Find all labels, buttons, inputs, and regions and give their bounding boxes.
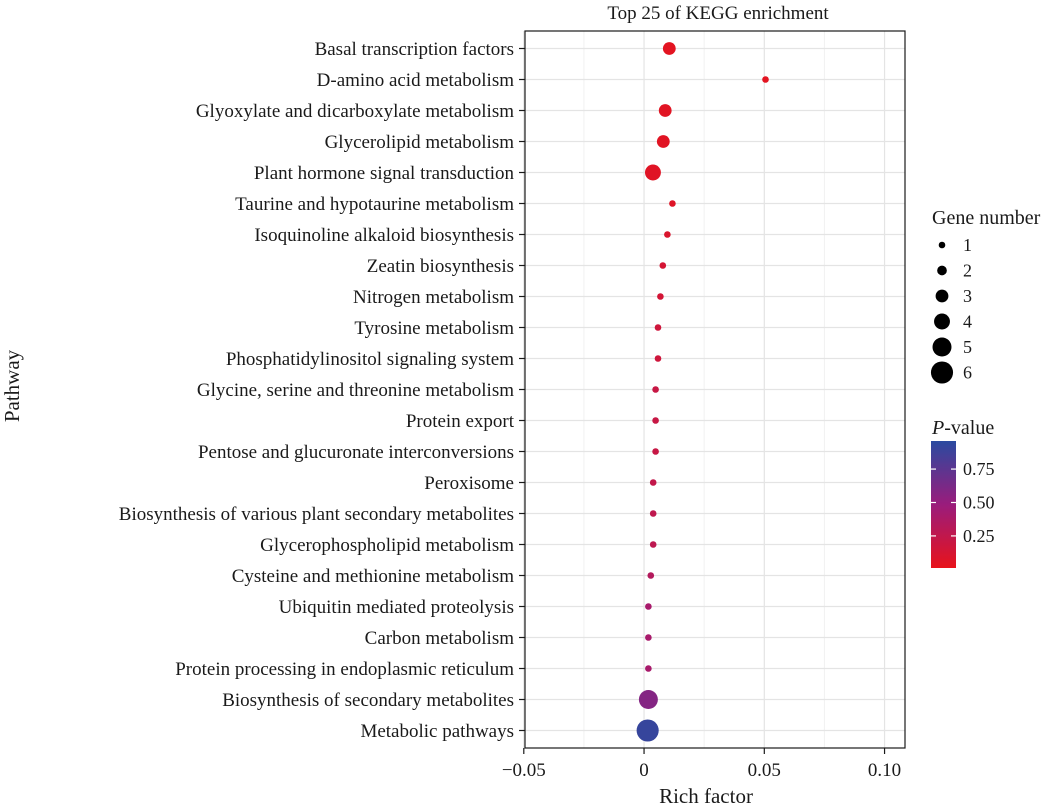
data-point [652,417,659,424]
x-tick-label: 0.05 [748,760,781,781]
data-point [645,603,652,610]
y-tick-label: Zeatin biosynthesis [367,256,514,277]
data-point [649,479,657,486]
y-tick-label: Protein processing in endoplasmic reticu… [175,659,514,680]
y-tick-label: Cysteine and methionine metabolism [232,566,515,587]
y-tick-label: Pentose and glucuronate interconversions [198,442,514,463]
x-axis: −0.05 0 0.05 0.10 [502,748,901,781]
p-value-legend-title: P-value [931,417,994,439]
y-tick-label: Basal transcription factors [315,39,514,60]
gene-number-legend: Gene number 1 2 3 4 5 6 [930,207,1041,384]
gene-number-legend-label: 3 [963,286,972,306]
data-point [644,164,661,181]
y-tick-label: Metabolic pathways [360,721,514,742]
p-value-legend-title-rest: -value [944,417,994,439]
gene-number-legend-key [932,337,952,357]
data-point [645,634,652,641]
y-tick-label: Biosynthesis of various plant secondary … [119,504,514,525]
colorbar-tick-label: 0.25 [963,526,995,546]
data-point [636,719,659,742]
gene-number-legend-label: 1 [963,235,972,255]
gene-number-legend-label: 2 [963,261,972,281]
y-tick-label: Glycerophospholipid metabolism [260,535,514,556]
data-point [638,690,658,709]
x-axis-title: Rich factor [659,784,753,808]
x-tick-label: 0.10 [868,760,901,781]
y-tick-label: Protein export [406,411,515,432]
x-tick-label: 0 [639,760,649,781]
y-tick-label: Glyoxylate and dicarboxylate metabolism [196,101,514,122]
plot-panel [523,30,906,749]
colorbar-tick-label: 0.50 [963,492,995,512]
gene-number-legend-key [930,361,954,384]
p-value-legend: P-value 0.25 0.50 0.75 [931,417,995,568]
data-point [658,104,672,117]
data-point [652,386,659,393]
gene-number-legend-label: 4 [963,312,972,332]
gene-number-legend-key [935,289,949,303]
gene-number-legend-label: 6 [963,363,972,383]
data-point [652,448,659,455]
data-point [649,510,657,517]
data-point [649,541,657,548]
y-tick-label: Peroxisome [424,473,514,494]
x-tick-label: −0.05 [502,760,546,781]
data-point [657,293,664,300]
gene-number-legend-key [937,265,947,276]
data-points [636,42,769,742]
y-tick-label: Isoquinoline alkaloid biosynthesis [254,225,514,246]
y-tick-label: Taurine and hypotaurine metabolism [235,194,514,215]
data-point [669,200,676,207]
p-value-legend-title-italic: P [931,417,944,439]
y-tick-label: D-amino acid metabolism [317,70,515,91]
y-tick-label: Ubiquitin mediated proteolysis [279,597,514,618]
y-tick-label: Glycerolipid metabolism [325,132,515,153]
y-tick-label: Phosphatidylinositol signaling system [226,349,514,370]
gene-number-legend-key [934,313,950,330]
grid-lines [523,31,905,748]
data-point [656,135,670,148]
chart-title: Top 25 of KEGG enrichment [607,3,829,24]
data-point [647,572,655,579]
y-tick-label: Biosynthesis of secondary metabolites [222,690,514,711]
p-value-colorbar [931,441,956,568]
y-tick-label: Glycine, serine and threonine metabolism [197,380,514,401]
y-tick-label: Carbon metabolism [365,628,515,649]
y-axis-title: Pathway [0,349,24,422]
gene-number-legend-label: 5 [963,337,972,357]
gene-number-legend-key [938,241,946,249]
data-point [659,262,667,269]
y-tick-label: Plant hormone signal transduction [254,163,515,184]
y-tick-label: Tyrosine metabolism [354,318,514,339]
data-point [662,42,676,55]
data-point [762,76,769,83]
data-point [664,231,671,238]
colorbar-tick-label: 0.75 [963,459,995,479]
data-point [645,665,652,672]
data-point [654,355,662,362]
data-point [654,324,662,331]
y-axis: Basal transcription factors D-amino acid … [119,39,525,742]
gene-number-legend-title: Gene number [932,207,1041,229]
y-tick-label: Nitrogen metabolism [353,287,514,308]
